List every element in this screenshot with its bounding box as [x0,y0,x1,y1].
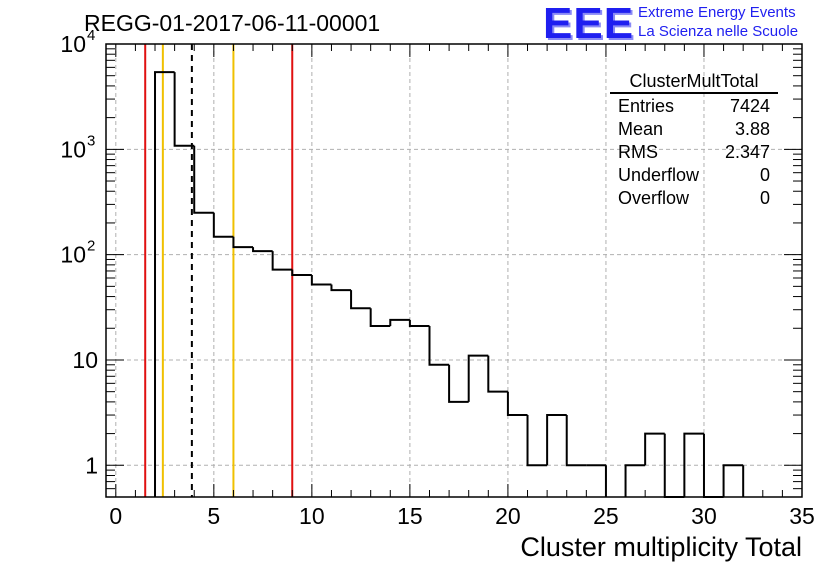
stats-value: 0 [759,165,770,185]
histogram-bin [291,269,312,277]
stats-label: Underflow [618,165,700,185]
y-tick-label: 1 [85,452,98,478]
histogram-bin [193,145,214,214]
histogram-bin [232,236,254,249]
x-tick-label: 0 [109,503,122,529]
stats-label: RMS [618,142,658,162]
x-tick-label: 5 [207,503,220,529]
stats-row-mean: Mean 3.88 [610,118,778,141]
histogram-bin [369,308,391,328]
histogram-bin [526,415,548,467]
y-tick-label: 10 [60,31,86,57]
y-tick-label: 10 [72,347,98,373]
stats-value: 2.347 [724,142,770,162]
histogram-bin [546,414,567,466]
histogram-bin [722,464,744,497]
x-tick-label: 15 [397,503,423,529]
y-tick-label: 10 [60,242,86,268]
histogram-bin [252,247,273,253]
x-tick-label: 30 [691,503,717,529]
stats-value: 3.88 [734,119,770,139]
histogram-bin [350,290,371,310]
x-tick-label: 25 [593,503,619,529]
histogram-bin [408,319,430,328]
histogram-bin [330,284,352,292]
x-tick-label: 20 [495,503,521,529]
logo-line-1: Extreme Energy Events [638,4,796,21]
stats-title: ClusterMultTotal [610,70,778,94]
histogram-title: REGG-01-2017-06-11-00001 [84,10,381,36]
y-tick-label: 10 [60,136,86,162]
histogram-bin [448,364,469,403]
stats-row-underflow: Underflow 0 [610,164,778,187]
logo-line-2: La Scienza nelle Scuole [638,23,799,40]
stats-row-overflow: Overflow 0 [610,187,778,210]
histogram-bin [506,391,528,417]
histogram-bin [565,415,587,467]
x-tick-label: 35 [789,503,815,529]
histogram-bin [173,72,195,147]
stats-label: Entries [618,96,675,116]
x-tick-label: 10 [299,503,325,529]
stats-label: Overflow [618,188,690,208]
histogram-bin [310,275,332,286]
histogram-bin [624,464,646,497]
histogram-bin [212,212,234,238]
stats-row-entries: Entries 7424 [610,95,778,118]
x-axis-label: Cluster multiplicity Total [520,532,802,562]
stats-box: ClusterMultTotal Entries 7424 Mean 3.88 … [610,70,778,210]
y-tick-exponent: 3 [87,132,95,149]
histogram-bin [702,433,724,498]
histogram-bin [644,432,665,466]
y-tick-exponent: 4 [87,27,95,44]
stats-label: Mean [618,119,664,139]
histogram-bin [428,326,450,366]
histogram-bin [271,251,293,271]
stats-value: 0 [759,188,770,208]
histogram-bin [389,318,410,327]
y-tick-exponent: 2 [87,238,95,255]
eee-logo-mark: EEE [543,0,635,48]
histogram-bin [154,71,175,497]
histogram-bin [683,432,704,497]
stats-row-rms: RMS 2.347 [610,141,778,164]
histogram-bin [487,355,508,393]
stats-value: 7424 [729,96,770,116]
histogram-bin [467,354,489,402]
